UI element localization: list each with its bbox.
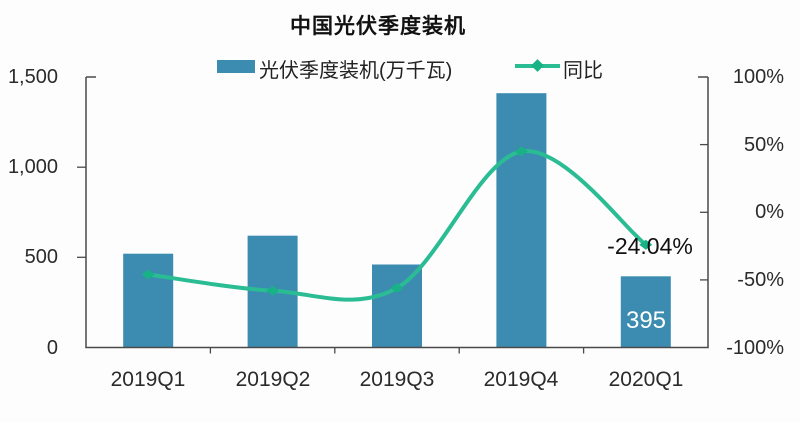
last-bar-value-label: 395	[625, 307, 667, 334]
line-marker-2019Q1	[141, 269, 155, 280]
legend-bar-label: 光伏季度装机(万千瓦)	[259, 60, 453, 82]
line-marker-2019Q3	[390, 282, 404, 293]
right-axis-tick-label: 0%	[755, 201, 784, 223]
right-axis-tick-label: -100%	[726, 337, 784, 359]
left-axis-tick-label: 0	[46, 337, 58, 359]
line-marker-2019Q4	[514, 146, 528, 157]
left-axis-tick-label: 1,500	[7, 66, 58, 88]
chart-title: 中国光伏季度装机	[290, 15, 466, 38]
yoy-line	[146, 149, 648, 302]
legend-bar-swatch-icon	[217, 60, 255, 73]
x-axis-label-2019Q3: 2019Q3	[359, 368, 435, 391]
right-axis-tick-label: 50%	[743, 134, 784, 156]
line-marker-2020Q1	[639, 239, 653, 250]
bar-2019Q3	[372, 264, 422, 348]
x-axis-label-2019Q1: 2019Q1	[110, 368, 186, 391]
bar-2019Q4	[496, 93, 547, 348]
right-axis-tick-label: -50%	[737, 269, 784, 291]
bar-2019Q1	[123, 253, 174, 348]
x-axis-label-2020Q1: 2020Q1	[608, 368, 684, 391]
legend-line-swatch-icon	[515, 59, 560, 72]
yoy-annotation: -24.04%	[607, 233, 693, 259]
x-axis-label-2019Q2: 2019Q2	[235, 368, 311, 391]
x-axis-label-2019Q4: 2019Q4	[483, 368, 559, 391]
bar-2020Q1	[620, 276, 671, 348]
legend-line-label: 同比	[563, 60, 603, 82]
left-axis-tick-label: 1,000	[7, 156, 58, 178]
line-marker-2019Q2	[266, 285, 280, 296]
right-axis-tick-label: 100%	[732, 66, 784, 88]
left-axis-tick-label: 500	[24, 246, 58, 268]
